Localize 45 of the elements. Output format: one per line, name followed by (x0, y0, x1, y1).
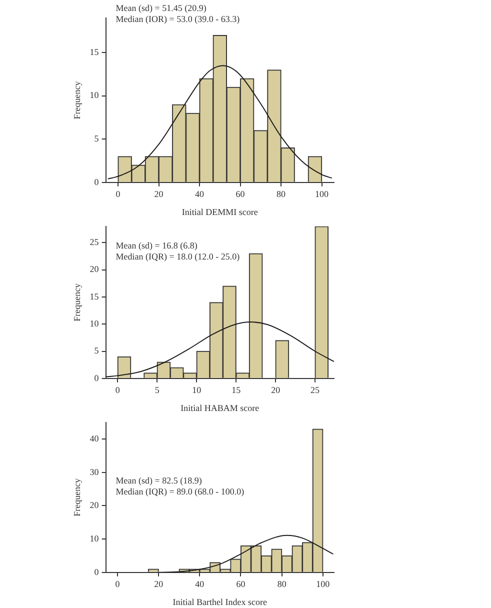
x-tick-label: 40 (195, 579, 205, 590)
y-axis-title: Frequency (72, 80, 82, 120)
y-tick-label: 10 (90, 90, 100, 100)
y-tick-label: 5 (94, 346, 100, 356)
x-tick-label: 60 (236, 189, 246, 200)
y-tick-label: 0 (94, 372, 100, 383)
annotation: Mean (sd) = 82.5 (18.9) (116, 475, 202, 486)
y-tick-label: 40 (90, 433, 100, 444)
y-axis-title: Frequency (72, 282, 82, 322)
x-axis-title: Initial DEMMI score (182, 206, 258, 217)
y-axis-title: Frequency (72, 478, 82, 516)
y-tick-label: 15 (90, 291, 100, 302)
x-tick-label: 5 (154, 385, 160, 396)
y-tick-label: 20 (90, 500, 100, 510)
y-tick-label: 0 (94, 176, 100, 187)
x-tick-label: 60 (236, 579, 246, 590)
y-tick-label: 20 (90, 264, 100, 274)
x-tick-label: 40 (195, 189, 205, 200)
x-tick-label: 0 (116, 189, 121, 200)
annotation: Median (IOR) = 53.0 (39.0 - 63.3) (116, 14, 240, 24)
y-tick-label: 5 (94, 133, 100, 144)
x-tick-label: 10 (192, 385, 202, 396)
x-tick-label: 15 (232, 385, 242, 396)
x-tick-label: 20 (271, 385, 281, 396)
y-tick-label: 25 (90, 237, 100, 248)
x-tick-label: 0 (115, 579, 120, 590)
x-tick-label: 0 (115, 385, 120, 396)
x-axis-title: Initial Barthel Index score (172, 596, 268, 607)
annotation: Mean (sd) = 16.8 (6.8) (116, 240, 198, 250)
x-tick-label: 80 (277, 579, 287, 590)
x-tick-label: 80 (276, 189, 286, 200)
y-tick-label: 10 (90, 318, 100, 328)
x-tick-label: 20 (154, 189, 164, 200)
x-tick-label: 25 (310, 385, 320, 396)
annotation: Median (IQR) = 18.0 (12.0 - 25.0) (116, 251, 240, 262)
y-tick-label: 30 (90, 466, 100, 477)
x-tick-label: 20 (154, 579, 164, 590)
text: Mean (sd) = 51.45 (20.9) (116, 2, 206, 13)
y-tick-label: 0 (94, 566, 100, 577)
x-tick-label: 100 (315, 189, 330, 200)
y-tick-label: 10 (90, 533, 100, 544)
y-tick-label: 15 (90, 46, 100, 57)
x-axis-title: Initial HABAM score (180, 402, 260, 413)
annotation: Median (IQR) = 89.0 (68.0 - 100.0) (116, 486, 244, 496)
x-tick-label: 100 (316, 579, 330, 590)
